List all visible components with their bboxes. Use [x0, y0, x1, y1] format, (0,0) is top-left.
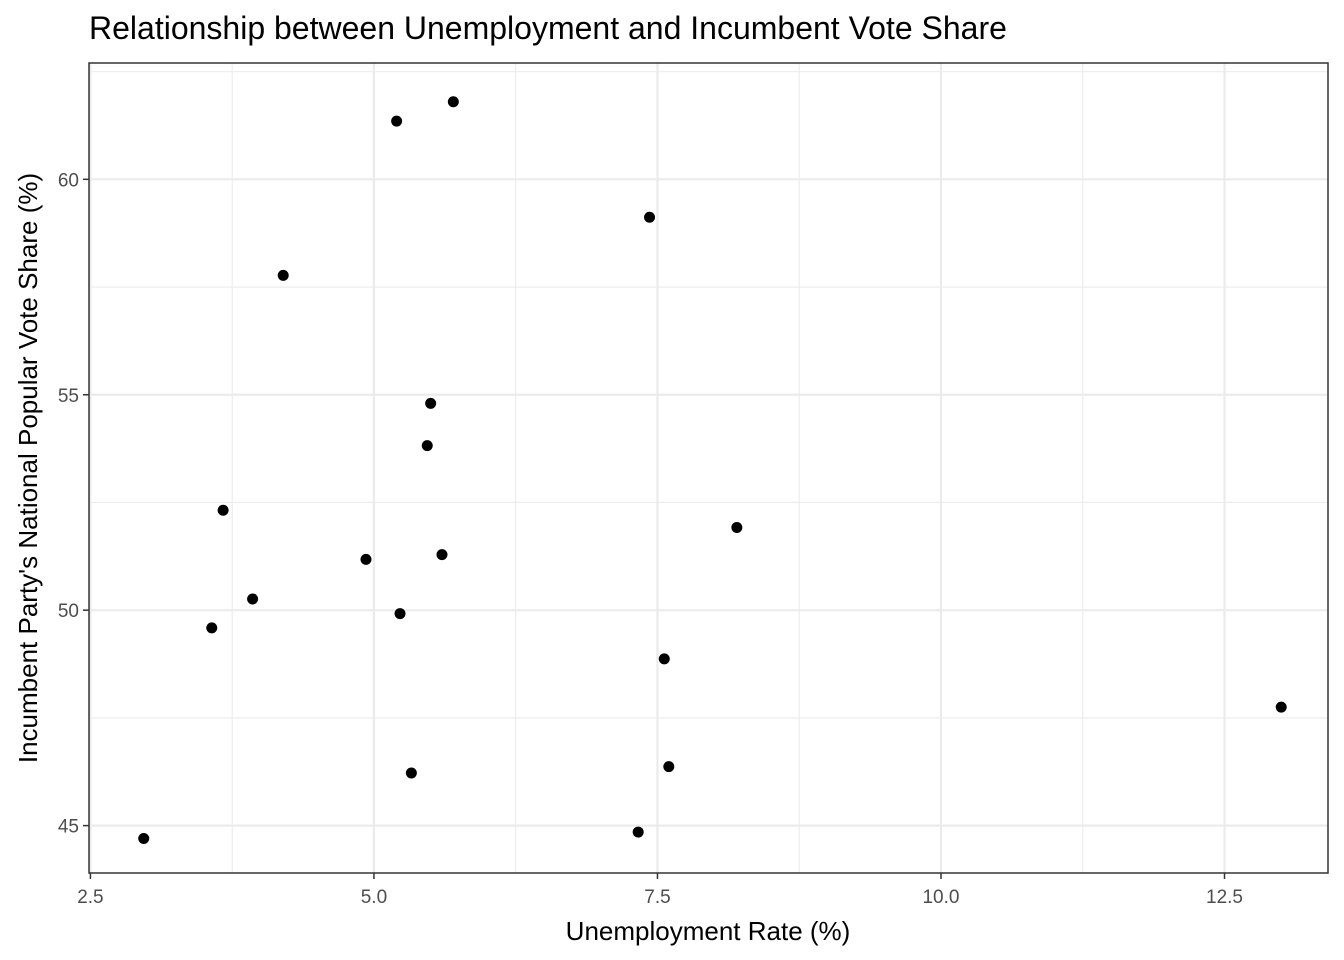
x-tick-label: 5.0	[361, 887, 387, 908]
y-axis-ticks: 45 50 55 60	[58, 170, 89, 838]
data-point	[206, 622, 218, 634]
data-point	[1275, 701, 1287, 713]
panel-border	[88, 62, 1329, 874]
x-tick-label: 12.5	[1206, 887, 1243, 908]
y-axis-title: Incumbent Party's National Popular Vote …	[13, 173, 43, 763]
data-point	[138, 833, 150, 845]
data-point	[405, 767, 417, 779]
data-point	[632, 826, 644, 838]
x-axis-ticks: 2.5 5.0 7.5 10.0 12.5	[77, 873, 1243, 908]
minor-gridlines	[89, 63, 1328, 873]
data-point	[421, 440, 433, 452]
x-axis-title: Unemployment Rate (%)	[566, 916, 851, 946]
data-point	[394, 608, 406, 620]
x-tick-label: 2.5	[77, 887, 103, 908]
data-points	[138, 96, 1287, 845]
y-tick-label: 50	[58, 601, 79, 622]
data-point	[247, 593, 259, 605]
data-point	[436, 549, 448, 561]
data-point	[217, 504, 229, 516]
x-tick-label: 10.0	[922, 887, 959, 908]
y-tick-label: 55	[58, 386, 79, 407]
data-point	[360, 553, 372, 565]
data-point	[277, 269, 289, 281]
chart-title: Relationship between Unemployment and In…	[89, 10, 1007, 46]
data-point	[731, 521, 743, 533]
data-point	[658, 653, 670, 665]
x-tick-label: 7.5	[644, 887, 670, 908]
data-point	[644, 211, 656, 223]
data-point	[447, 96, 459, 108]
major-gridlines	[89, 63, 1328, 873]
data-point	[391, 115, 403, 127]
y-tick-label: 60	[58, 170, 79, 191]
data-point	[663, 761, 675, 773]
y-tick-label: 45	[58, 817, 79, 838]
data-point	[425, 397, 437, 409]
